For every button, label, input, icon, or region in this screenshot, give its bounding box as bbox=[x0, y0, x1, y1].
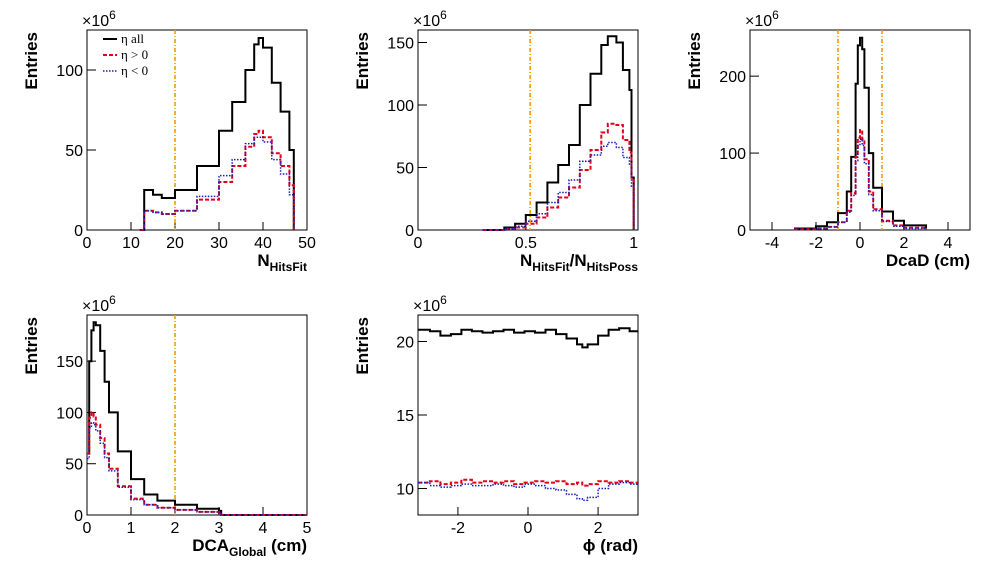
y-tick-label: 20 bbox=[396, 334, 414, 351]
legend-label-pos: η > 0 bbox=[121, 47, 148, 62]
y-multiplier: ×106 bbox=[413, 8, 447, 30]
series-all-line bbox=[418, 327, 638, 349]
x-tick-label: 4 bbox=[944, 235, 953, 252]
series-pos-line bbox=[418, 478, 638, 487]
x-tick-label: 0 bbox=[83, 520, 92, 537]
x-tick-label: -2 bbox=[809, 235, 823, 252]
y-axis-title: Entries bbox=[353, 32, 372, 90]
y-axis-title: Entries bbox=[353, 317, 372, 375]
panel-nhitsfit: 0 50 100 0 10 20 30 40 50 ×106 Entries NHitsFit η al… bbox=[22, 8, 316, 274]
y-tick-label: 100 bbox=[719, 146, 746, 163]
x-tick-label: 0.5 bbox=[515, 235, 537, 252]
plot-frame bbox=[86, 314, 308, 516]
y-tick-label: 100 bbox=[56, 405, 83, 422]
series-pos-line bbox=[87, 411, 307, 516]
y-tick-label: 200 bbox=[719, 69, 746, 86]
x-axis-title: DcaD (cm) bbox=[886, 251, 970, 270]
x-tick-label: 5 bbox=[303, 520, 312, 537]
panel-phi: 10 15 20 -2 0 2 ×106 Entries ϕ (rad) bbox=[353, 293, 639, 555]
y-axis-title: Entries bbox=[22, 32, 41, 90]
x-tick-label: 0 bbox=[524, 520, 533, 537]
x-tick-label: 2 bbox=[171, 520, 180, 537]
x-tick-label: -4 bbox=[765, 235, 779, 252]
x-tick-label: 4 bbox=[259, 520, 268, 537]
panel-ratio: 0 50 100 150 0 0.5 1 ×106 Entries NHitsFit/NHitsP… bbox=[353, 8, 639, 274]
y-axis-title: Entries bbox=[22, 317, 41, 375]
x-axis-title: NHitsFit/NHitsPoss bbox=[520, 251, 638, 274]
y-tick-label: 10 bbox=[396, 482, 414, 499]
panel-dcad: 0 100 200 -4 -2 0 2 4 ×106 Entries DcaD (cm) bbox=[685, 8, 971, 270]
x-tick-label: -2 bbox=[451, 520, 465, 537]
series-all-line bbox=[794, 36, 927, 230]
series-neg-line bbox=[418, 481, 639, 502]
x-tick-label: 10 bbox=[122, 235, 140, 252]
series-neg-line bbox=[139, 136, 295, 231]
series-all-line bbox=[87, 321, 307, 516]
x-tick-label: 0 bbox=[414, 235, 423, 252]
x-tick-label: 0 bbox=[856, 235, 865, 252]
x-tick-label: 20 bbox=[166, 235, 184, 252]
y-tick-label: 0 bbox=[405, 223, 414, 240]
y-tick-label: 0 bbox=[74, 223, 83, 240]
panel-dcaglobal: 0 50 100 150 0 1 2 3 4 5 ×106 Entries DCAGlobal (cm) bbox=[22, 293, 312, 559]
y-multiplier: ×106 bbox=[82, 8, 116, 30]
y-multiplier: ×106 bbox=[82, 293, 116, 315]
y-tick-label: 50 bbox=[65, 457, 83, 474]
x-tick-label: 1 bbox=[629, 235, 638, 252]
x-tick-label: 1 bbox=[127, 520, 136, 537]
x-tick-label: 30 bbox=[210, 235, 228, 252]
x-tick-label: 0 bbox=[83, 235, 92, 252]
y-tick-label: 15 bbox=[396, 408, 414, 425]
series-neg-line bbox=[794, 138, 927, 230]
x-axis-title: DCAGlobal (cm) bbox=[192, 536, 307, 559]
plot-frame bbox=[417, 29, 639, 231]
series-all-line bbox=[139, 37, 295, 231]
series-neg-line bbox=[482, 141, 635, 231]
y-tick-label: 150 bbox=[56, 354, 83, 371]
x-axis-title: NHitsFit bbox=[257, 251, 307, 274]
x-tick-label: 2 bbox=[594, 520, 603, 537]
x-tick-label: 2 bbox=[900, 235, 909, 252]
y-tick-label: 100 bbox=[387, 98, 414, 115]
y-tick-label: 150 bbox=[387, 36, 414, 53]
legend-label-all: η all bbox=[121, 31, 144, 46]
y-multiplier: ×106 bbox=[413, 293, 447, 315]
y-tick-label: 50 bbox=[396, 161, 414, 178]
y-tick-label: 100 bbox=[56, 63, 83, 80]
y-multiplier: ×106 bbox=[745, 8, 779, 30]
x-axis-title: ϕ (rad) bbox=[583, 536, 638, 555]
x-tick-label: 40 bbox=[254, 235, 272, 252]
plot-frame bbox=[86, 29, 308, 231]
x-tick-label: 50 bbox=[298, 235, 316, 252]
y-tick-label: 0 bbox=[737, 223, 746, 240]
series-neg-line bbox=[87, 421, 307, 516]
series-pos-line bbox=[139, 129, 295, 231]
y-tick-label: 0 bbox=[74, 508, 83, 525]
y-tick-label: 50 bbox=[65, 143, 83, 160]
y-axis-title: Entries bbox=[685, 32, 704, 90]
legend-label-neg: η < 0 bbox=[121, 63, 148, 78]
x-tick-label: 3 bbox=[215, 520, 224, 537]
